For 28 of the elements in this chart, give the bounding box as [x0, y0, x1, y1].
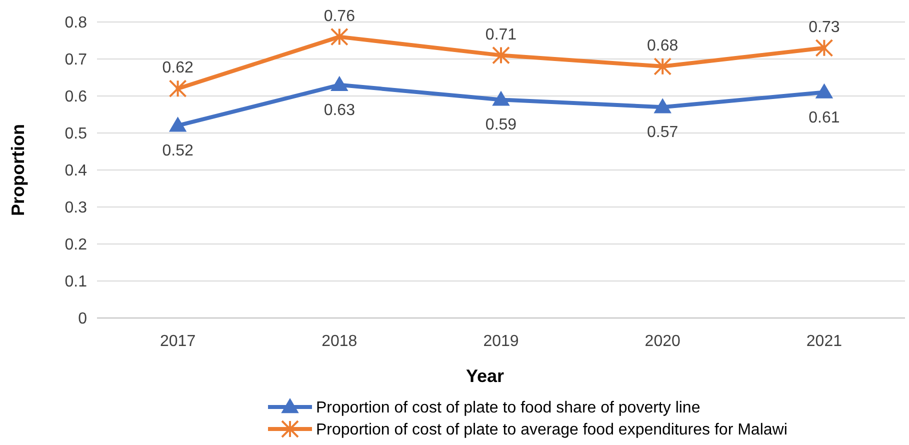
x-tick-label: 2017: [160, 333, 196, 350]
y-tick-label: 0: [78, 310, 88, 328]
y-tick-label: 0.6: [64, 88, 88, 106]
x-axis-title: Year: [466, 366, 504, 386]
y-tick-label: 0.8: [64, 14, 88, 32]
data-label: 0.63: [324, 102, 356, 119]
data-label: 0.61: [808, 109, 840, 126]
data-label: 0.76: [324, 8, 356, 25]
y-tick-label: 0.5: [64, 126, 88, 143]
legend-label: Proportion of cost of plate to food share of poverty line: [316, 400, 700, 417]
data-label: 0.59: [485, 116, 517, 134]
data-label: 0.57: [647, 124, 678, 142]
x-tick-label: 2019: [483, 333, 519, 350]
x-tick-label: 2018: [322, 333, 358, 350]
y-tick-label: 0.7: [64, 52, 88, 69]
legend-label: Proportion of cost of plate to average food expenditures for Malawi: [316, 422, 788, 439]
y-tick-label: 0.1: [64, 274, 88, 291]
data-label: 0.73: [808, 18, 840, 36]
data-label: 0.68: [647, 37, 678, 54]
data-label: 0.52: [162, 142, 194, 160]
x-tick-label: 2021: [806, 333, 842, 350]
y-axis-title: Proportion: [8, 124, 28, 216]
data-label: 0.71: [485, 26, 517, 44]
data-label: 0.62: [162, 60, 194, 77]
y-tick-label: 0.2: [64, 236, 88, 254]
y-tick-label: 0.4: [64, 162, 88, 180]
y-tick-label: 0.3: [64, 200, 88, 217]
x-tick-label: 2020: [644, 333, 680, 350]
